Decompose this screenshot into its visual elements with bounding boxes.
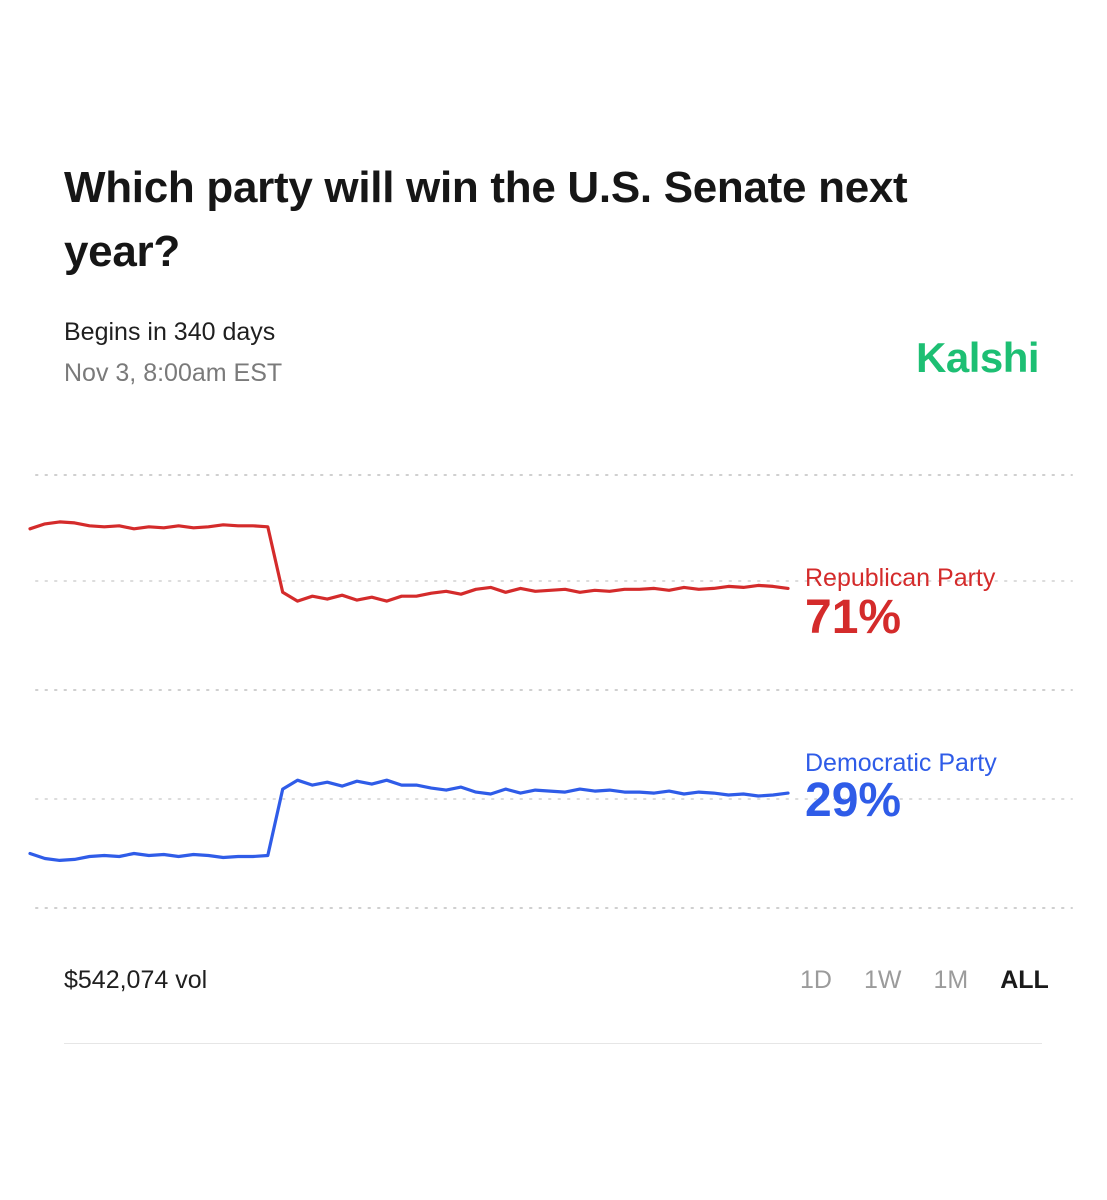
range-1m-button[interactable]: 1M (933, 966, 969, 994)
time-range-selector: 1D 1W 1M ALL (800, 966, 1049, 995)
series-line-republican (28, 520, 790, 603)
range-1w-button[interactable]: 1W (863, 966, 902, 994)
footer-divider (64, 1043, 1042, 1044)
begins-countdown: Begins in 340 days (64, 318, 276, 346)
series-value-democratic: 29% (805, 774, 901, 827)
series-label-republican: Republican Party (805, 564, 996, 592)
kalshi-logo[interactable]: Kalshi (916, 334, 1040, 381)
series-line-democratic (28, 778, 790, 862)
market-title: Which party will win the U.S. Senate nex… (64, 163, 908, 276)
event-date: Nov 3, 8:00am EST (64, 359, 283, 387)
series-value-republican: 71% (805, 591, 901, 644)
series-label-democratic: Democratic Party (805, 749, 997, 777)
trading-volume: $542,074 vol (64, 966, 208, 994)
range-all-button[interactable]: ALL (1000, 966, 1049, 994)
range-1d-button[interactable]: 1D (800, 966, 832, 994)
